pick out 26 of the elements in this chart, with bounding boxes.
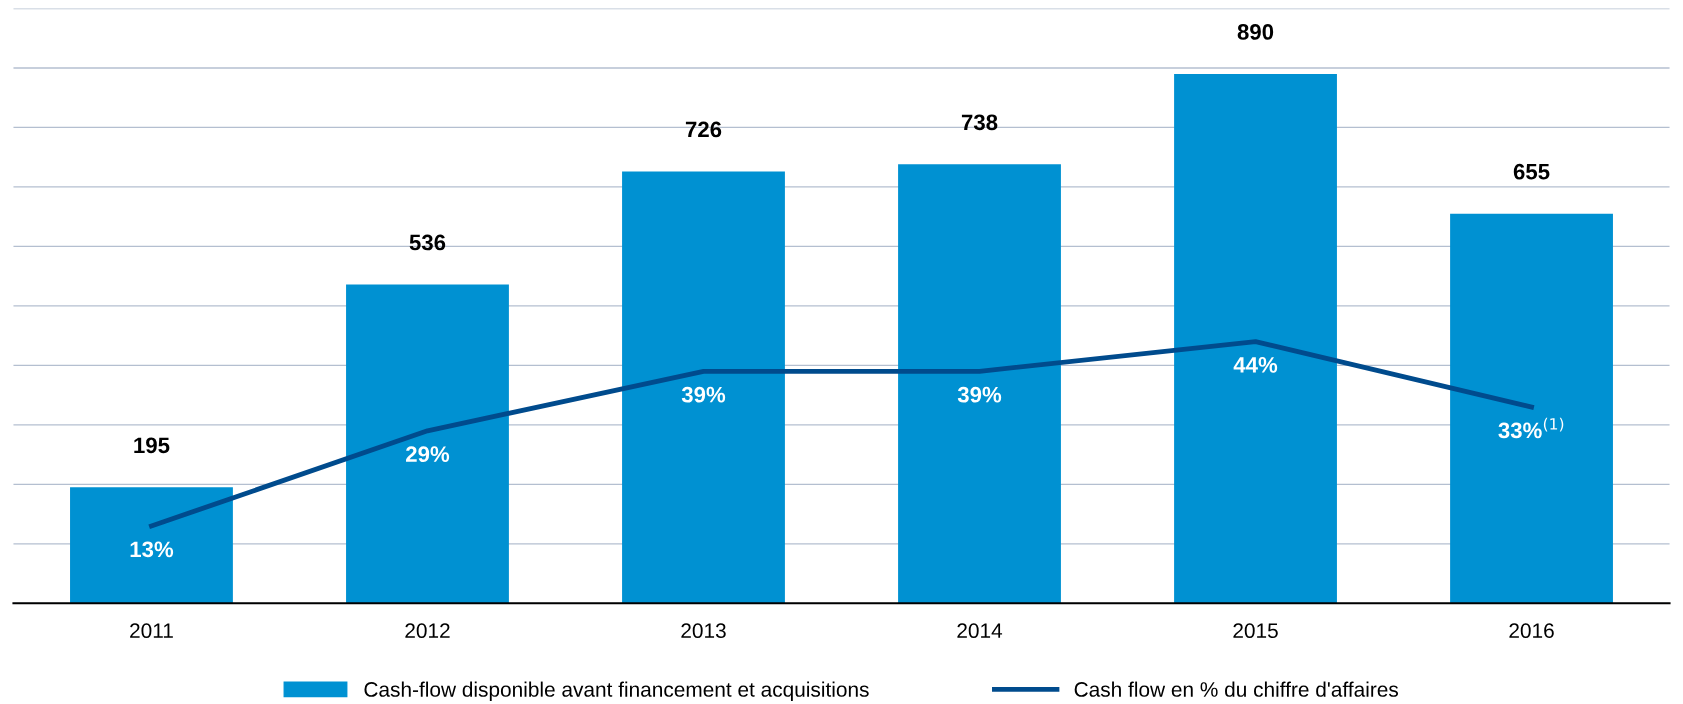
- bar: [1450, 213, 1613, 604]
- data-label: 13%: [130, 541, 174, 558]
- data-label: 33%$^{(1)}$: [1498, 417, 1564, 439]
- data-label: 39%: [681, 386, 726, 403]
- data-label: 738: [961, 114, 998, 131]
- data-label: 44%: [1233, 357, 1278, 373]
- x-tick-label: 2014: [957, 623, 1003, 639]
- legend-label: Cash-flow disponible avant financement et acquisitions: [364, 681, 869, 701]
- legend-label: Cash flow en % du chiffre d'affaires: [1074, 681, 1399, 697]
- data-label: 536: [409, 234, 446, 251]
- x-tick-label: 2013: [681, 623, 726, 639]
- bar: [898, 164, 1061, 604]
- bar: [1174, 73, 1337, 604]
- data-label: 890: [1237, 24, 1274, 40]
- bar: [346, 284, 509, 604]
- data-label: 29%: [406, 446, 450, 463]
- x-tick-label: 2016: [1509, 623, 1554, 639]
- data-label: 39%: [957, 386, 1002, 403]
- x-tick-label: 2012: [405, 623, 450, 639]
- bar: [622, 171, 785, 604]
- data-label: 726: [685, 121, 722, 138]
- x-tick-label: 2011: [130, 623, 173, 639]
- x-tick-label: 2015: [1233, 623, 1278, 639]
- data-label: 195: [134, 437, 170, 454]
- data-label: 655: [1513, 163, 1550, 180]
- bar: [70, 487, 233, 604]
